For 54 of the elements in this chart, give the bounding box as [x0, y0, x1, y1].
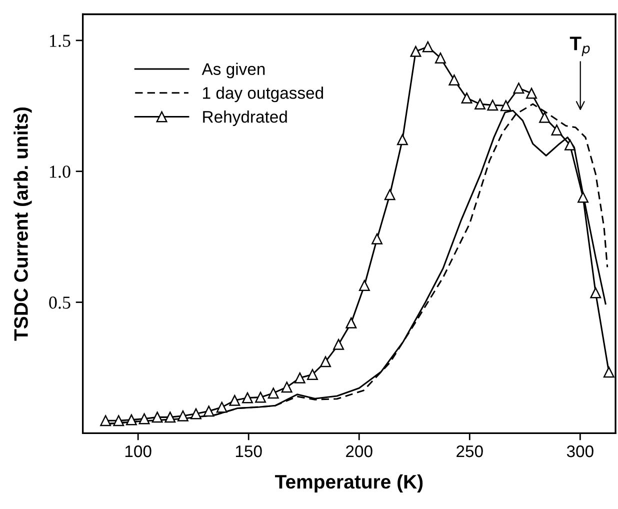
point: [203, 406, 214, 417]
point: [434, 52, 446, 64]
point: [294, 372, 306, 384]
point: [578, 192, 589, 203]
x-tick-label: 100: [125, 445, 152, 458]
point: [320, 356, 332, 368]
point: [346, 317, 357, 328]
point: [551, 124, 562, 136]
point: [164, 412, 176, 423]
point: [255, 392, 266, 403]
point: [113, 415, 124, 426]
point: [100, 415, 112, 426]
annotation: T$_{p}$: [570, 36, 590, 56]
x-axis-title: Temperature (K): [275, 474, 423, 493]
point: [513, 82, 524, 94]
point: [603, 366, 614, 378]
point: [152, 412, 163, 423]
point: [410, 46, 422, 57]
point: [281, 382, 292, 393]
point: [177, 410, 188, 422]
point: [229, 394, 240, 406]
x-tick-label: 250: [456, 445, 483, 458]
point: [500, 100, 512, 112]
y-tick-label: 1.0: [50, 166, 70, 178]
y-tick-label: 1.5: [50, 34, 70, 47]
y-axis-title: TSDC Current (arb. units): [14, 107, 32, 341]
legend-label: Rehydrated: [203, 110, 287, 126]
point: [448, 74, 460, 86]
point: [590, 287, 602, 298]
point: [487, 100, 498, 111]
point: [384, 189, 396, 200]
point: [474, 98, 486, 110]
legend-label: 1 day outgassed: [203, 86, 324, 102]
point: [526, 88, 538, 99]
point: [358, 280, 370, 291]
point: [242, 392, 253, 404]
legend-label: As given: [202, 62, 265, 78]
point: [372, 233, 383, 244]
y-tick-label: 0.5: [49, 296, 70, 309]
point: [190, 408, 202, 420]
point: [268, 388, 279, 399]
point: [564, 139, 576, 150]
point: [126, 414, 137, 426]
point: [461, 92, 472, 104]
x-tick-label: 300: [566, 445, 594, 458]
point: [396, 134, 408, 146]
point: [422, 41, 434, 52]
point: [306, 369, 318, 380]
x-tick-label: 150: [236, 445, 262, 458]
x-tick-label: 200: [346, 445, 372, 458]
point: [216, 402, 228, 413]
point: [333, 338, 344, 350]
point: [539, 112, 550, 123]
point: [138, 413, 150, 424]
